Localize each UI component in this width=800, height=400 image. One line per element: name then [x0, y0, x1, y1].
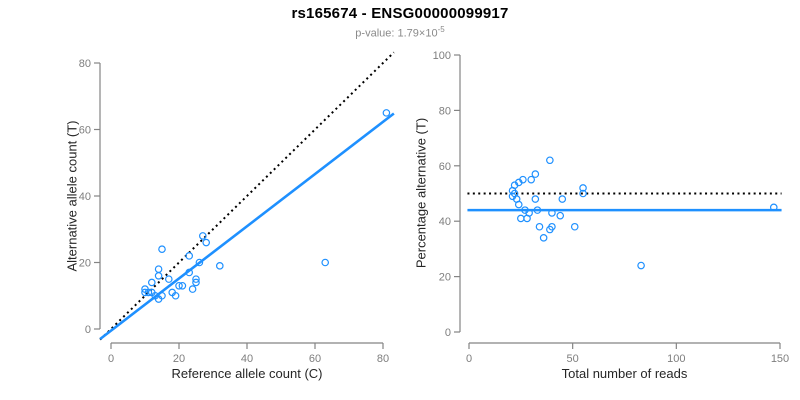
data-point: [539, 234, 548, 242]
y-tick-label: 80: [439, 105, 451, 117]
y-tick-label: 40: [79, 191, 91, 203]
p-value-base: 1.79×10: [397, 27, 438, 40]
data-point: [192, 275, 200, 283]
data-point: [158, 291, 166, 300]
y-tick-label: 40: [439, 216, 451, 228]
x-tick-label: 40: [241, 353, 253, 365]
data-point: [144, 288, 153, 297]
y-tick-label: 0: [85, 324, 91, 336]
x-tick-label: 0: [466, 353, 472, 365]
data-point: [141, 288, 149, 297]
data-point: [570, 222, 579, 231]
data-point: [531, 195, 540, 203]
data-point: [202, 238, 211, 247]
fitted-ratio-line: [99, 112, 395, 341]
x-tick-label: 50: [567, 353, 579, 365]
data-point: [148, 278, 156, 287]
data-point: [165, 275, 173, 283]
data-point: [514, 200, 523, 209]
x-tick-label: 0: [108, 353, 114, 365]
x-tick-label: 80: [377, 353, 389, 365]
data-point: [199, 232, 207, 240]
data-point: [185, 252, 194, 260]
data-point: [556, 211, 565, 220]
left-plot-xlabel: Reference allele count (C): [171, 366, 323, 381]
figure-subtitle: p-value: 1.79×10-5: [0, 25, 800, 40]
axes: [454, 54, 781, 349]
y-tick-label: 100: [433, 50, 451, 62]
p-value-exponent: -5: [437, 25, 445, 34]
left-plot-ylabel: Alternative allele count (T): [64, 120, 80, 272]
x-tick-label: 60: [309, 353, 321, 365]
data-point: [558, 195, 567, 203]
data-point: [321, 258, 330, 267]
data-point: [523, 214, 531, 223]
axes: [94, 62, 384, 349]
data-point: [527, 175, 536, 184]
x-tick-label: 150: [771, 353, 789, 365]
data-points: [141, 109, 391, 303]
data-point: [154, 271, 163, 280]
data-point: [579, 184, 587, 192]
data-point: [535, 222, 544, 231]
data-point: [178, 281, 187, 290]
data-point: [171, 291, 180, 300]
data-point: [769, 203, 778, 212]
x-tick-label: 100: [667, 353, 685, 365]
data-point: [533, 206, 542, 214]
data-point: [185, 268, 194, 277]
left-plot: 0 20 40 60 80 0 20 40 60 80: [79, 51, 395, 365]
data-point: [382, 109, 391, 117]
data-point: [548, 222, 556, 231]
y-tick-label: 80: [79, 58, 91, 70]
data-point: [548, 209, 556, 217]
identity-line: [99, 51, 395, 341]
data-point: [154, 265, 163, 273]
y-tick-label: 20: [79, 258, 91, 270]
data-point: [216, 262, 224, 270]
data-point: [531, 170, 540, 178]
y-tick-label: 20: [439, 272, 451, 284]
data-point: [546, 156, 554, 165]
data-point: [158, 245, 166, 254]
data-points: [508, 156, 778, 270]
p-value-prefix: p-value:: [355, 27, 398, 40]
right-plot-ylabel: Percentage alternative (T): [413, 117, 429, 269]
figure-title: rs165674 - ENSG00000099917: [291, 5, 509, 22]
data-point: [192, 278, 200, 287]
data-point: [637, 261, 645, 270]
right-plot: 0 20 40 60 80 100 0 50 100 150: [433, 50, 790, 365]
right-plot-xlabel: Total number of reads: [561, 366, 688, 381]
data-point: [188, 285, 197, 293]
data-point: [517, 214, 525, 223]
data-point: [175, 281, 183, 290]
data-point: [195, 258, 204, 267]
x-tick-label: 20: [173, 353, 185, 365]
y-tick-label: 0: [445, 327, 451, 339]
y-tick-label: 60: [439, 161, 451, 173]
y-tick-label: 60: [79, 125, 91, 137]
data-point: [579, 189, 587, 198]
